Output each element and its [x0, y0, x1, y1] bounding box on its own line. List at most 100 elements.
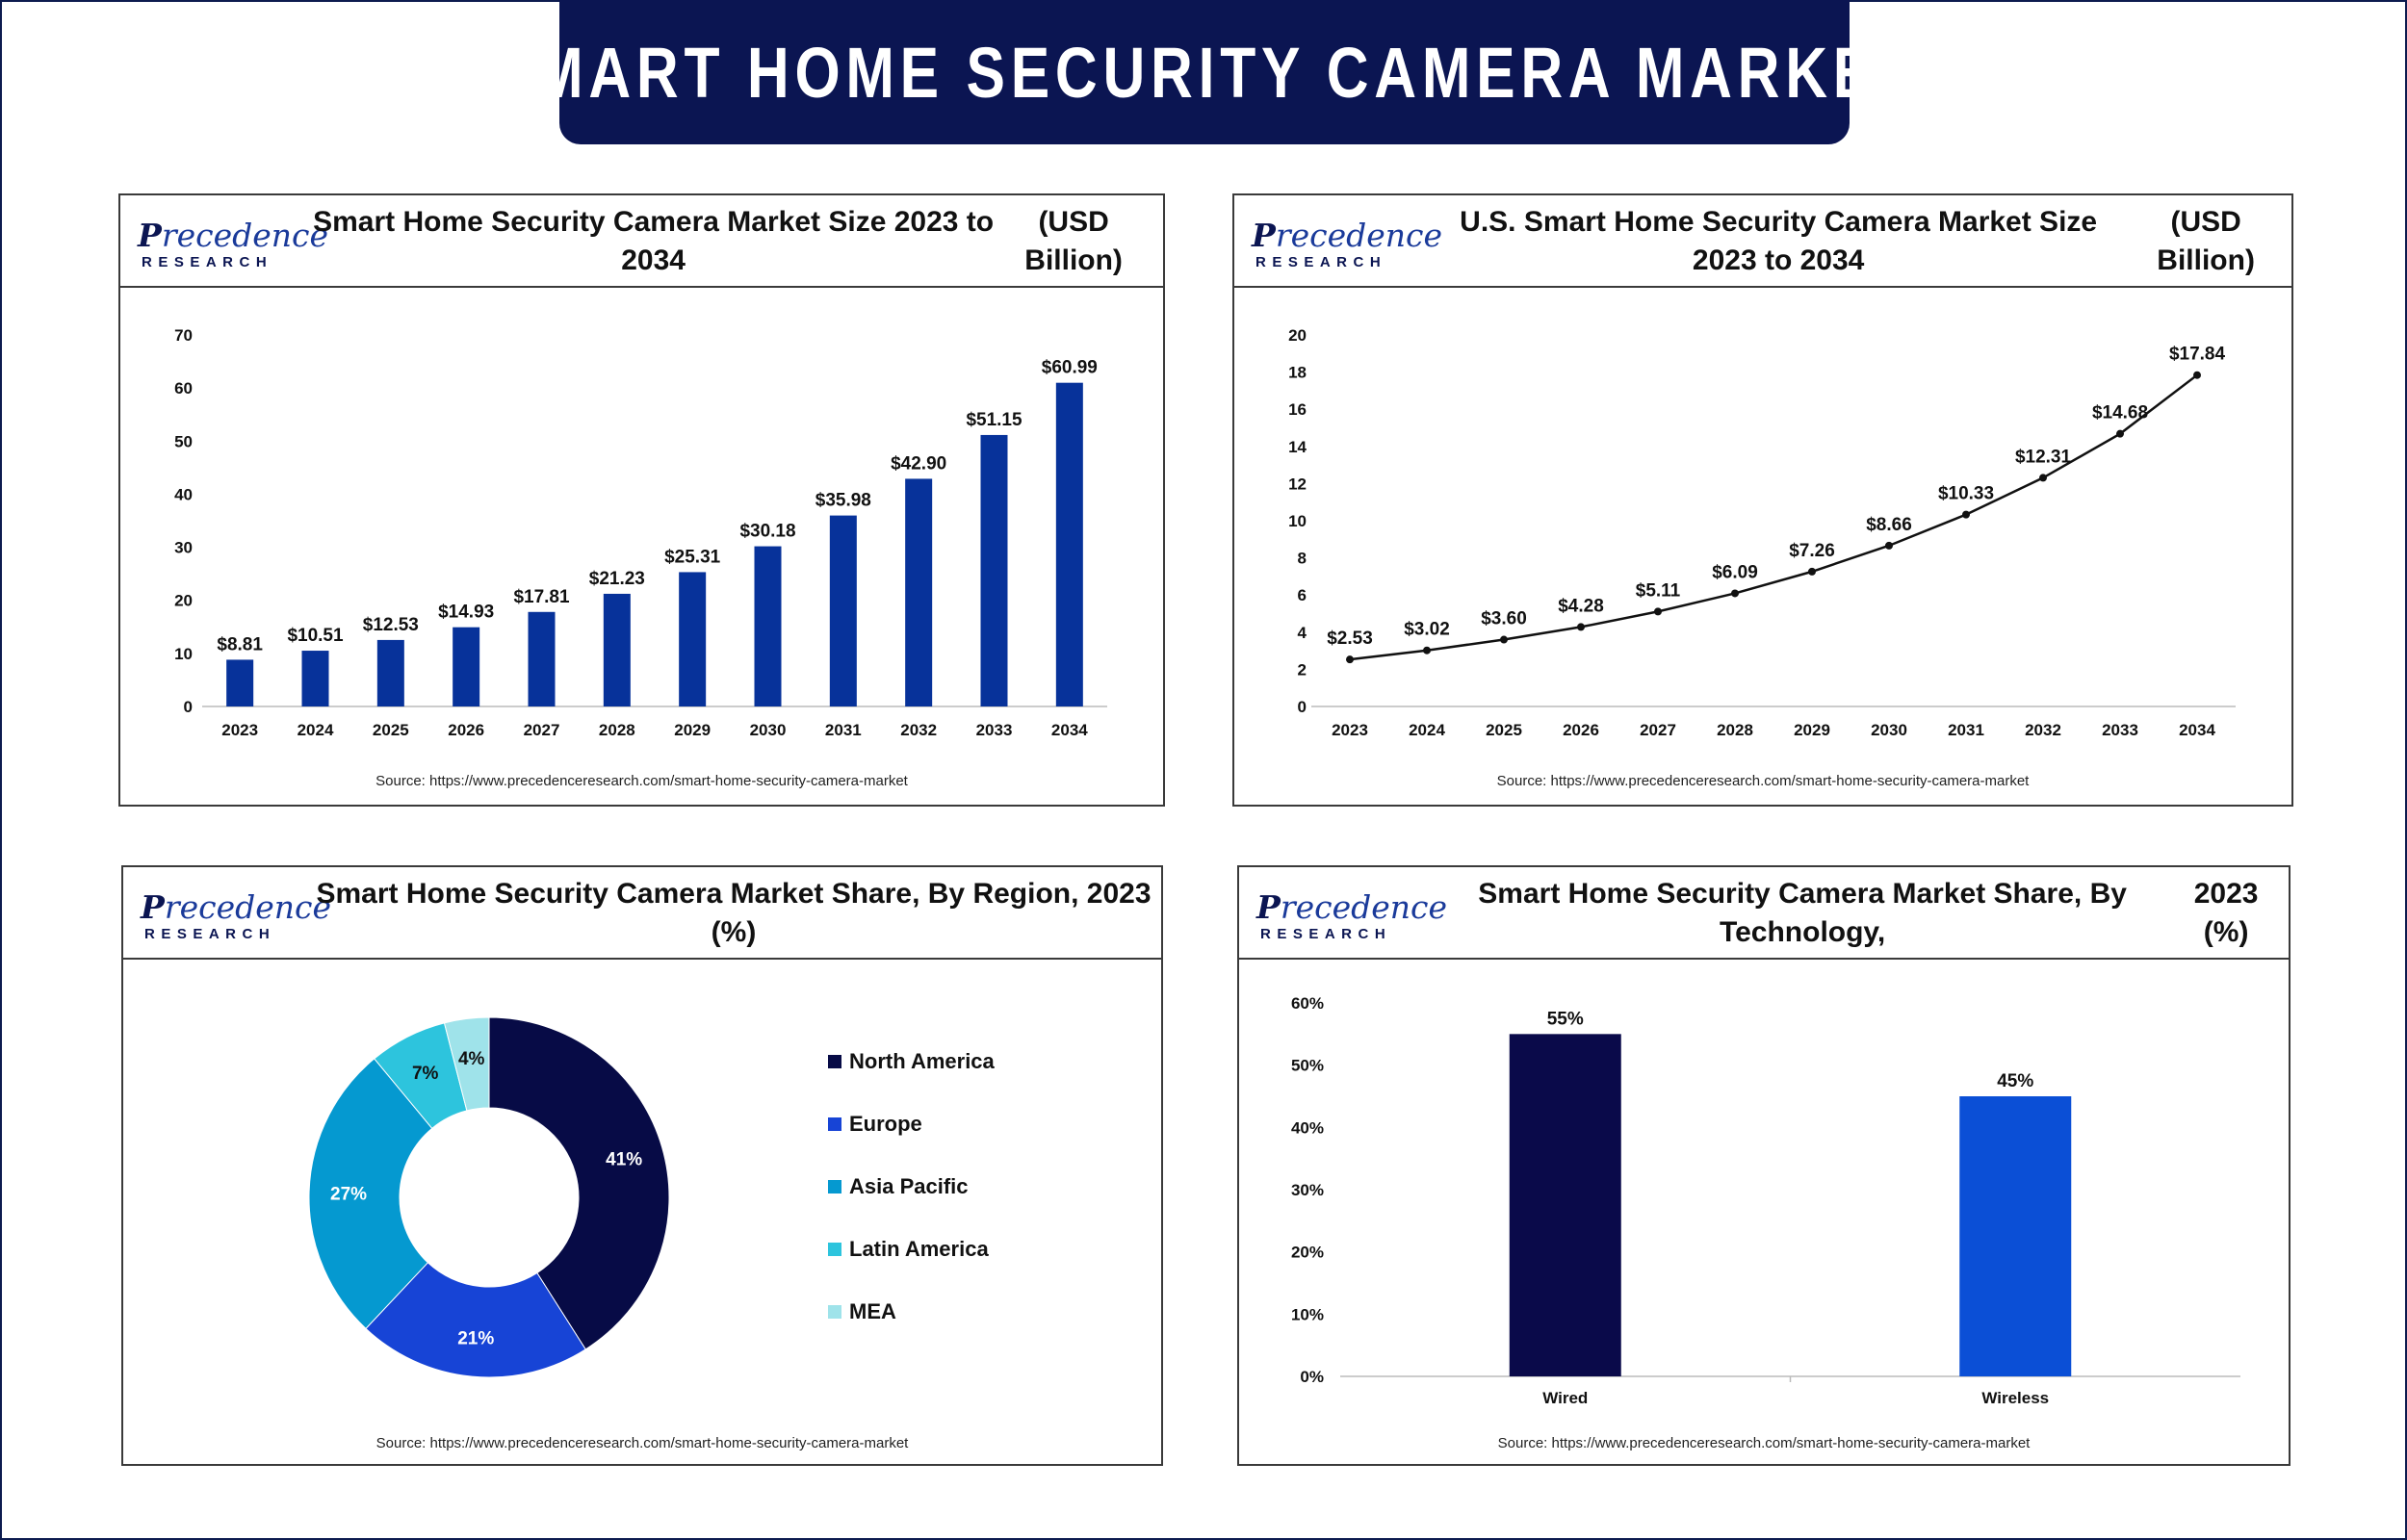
- y-tick-label: 12: [1288, 475, 1307, 493]
- data-point: [1423, 646, 1431, 654]
- bar: [453, 627, 480, 706]
- x-tick-label: 2032: [900, 721, 937, 739]
- data-point: [1731, 589, 1739, 598]
- x-tick-label: 2034: [1051, 721, 1088, 739]
- x-tick-label: 2033: [2102, 721, 2138, 739]
- x-tick-label: 2027: [524, 721, 560, 739]
- bar: [829, 515, 857, 706]
- legend-swatch: [828, 1243, 841, 1256]
- chart-title: U.S. Smart Home Security Camera Market S…: [1460, 206, 2255, 276]
- precedence-logo: Precedence RESEARCH: [141, 888, 332, 942]
- main-title: SMART HOME SECURITY CAMERA MARKET: [490, 32, 1919, 113]
- precedence-logo: Precedence RESEARCH: [138, 217, 329, 270]
- x-tick-label: 2027: [1640, 721, 1676, 739]
- data-label: $10.33: [1938, 484, 1994, 504]
- data-label: $21.23: [589, 569, 645, 589]
- y-tick-label: 16: [1288, 400, 1307, 419]
- data-label: $5.11: [1636, 580, 1681, 601]
- data-point: [1500, 635, 1508, 644]
- x-tick-label: 2024: [298, 721, 334, 739]
- bar: [679, 572, 707, 706]
- panel-us-market-size: Precedence RESEARCH U.S. Smart Home Secu…: [1232, 193, 2293, 807]
- x-tick-label: 2026: [448, 721, 484, 739]
- market-size-bar-chart: 010203040506070$8.812023$10.512024$12.53…: [174, 326, 1107, 739]
- bar: [1055, 382, 1083, 706]
- y-tick-label: 50%: [1291, 1057, 1324, 1075]
- source-note: Source: https://www.precedenceresearch.c…: [1497, 1435, 2031, 1451]
- x-tick-label: 2030: [1871, 721, 1907, 739]
- y-tick-label: 50: [174, 432, 193, 450]
- donut-slice: [308, 1058, 433, 1330]
- region-donut-chart: 41% 21% 27% 7% 4%: [308, 1016, 670, 1378]
- donut-slice: [443, 1016, 490, 1112]
- y-tick-label: 18: [1288, 364, 1307, 382]
- y-tick-label: 40%: [1291, 1118, 1324, 1137]
- x-tick-label: 2033: [976, 721, 1013, 739]
- x-tick-label: 2025: [373, 721, 409, 739]
- y-tick-label: 8: [1298, 550, 1307, 568]
- data-label: $8.66: [1866, 515, 1912, 535]
- x-tick-label: 2030: [750, 721, 787, 739]
- data-label: $35.98: [815, 491, 871, 511]
- bar: [528, 611, 556, 706]
- legend-swatch: [828, 1117, 841, 1131]
- data-point: [1346, 655, 1354, 664]
- data-point: [2116, 429, 2124, 438]
- bar: [376, 639, 404, 706]
- data-label: $25.31: [664, 547, 721, 567]
- panel-header: Precedence RESEARCH Smart Home Security …: [120, 195, 1163, 288]
- bar: [603, 593, 631, 706]
- data-label: $14.93: [438, 603, 494, 623]
- y-tick-label: 70: [174, 326, 193, 345]
- data-point: [1962, 510, 1970, 519]
- y-tick-label: 60%: [1291, 994, 1324, 1013]
- x-tick-label: 2031: [825, 721, 862, 739]
- data-label: $8.81: [217, 634, 263, 654]
- donut-slice: [488, 1016, 670, 1350]
- y-tick-label: 20: [1288, 326, 1307, 345]
- data-point: [1577, 623, 1585, 631]
- data-label: $17.84: [2169, 345, 2226, 365]
- data-label: $17.81: [513, 587, 570, 607]
- data-label: $30.18: [739, 522, 795, 542]
- panel-technology-share: Precedence RESEARCH Smart Home Security …: [1237, 865, 2291, 1466]
- data-label: $6.09: [1712, 562, 1758, 582]
- x-tick-label: 2034: [2179, 721, 2215, 739]
- x-tick-label: 2029: [674, 721, 711, 739]
- x-tick-label: Wireless: [1981, 1389, 2049, 1407]
- precedence-logo: Precedence RESEARCH: [1256, 888, 1448, 942]
- data-label: $12.53: [363, 615, 419, 635]
- data-label: $3.02: [1404, 620, 1450, 640]
- data-label: 45%: [1997, 1071, 2033, 1091]
- legend-item-latin-america: Latin America: [828, 1237, 989, 1262]
- y-tick-label: 0: [184, 698, 193, 716]
- bar: [1509, 1034, 1621, 1376]
- y-tick-label: 40: [174, 485, 193, 503]
- y-tick-label: 30: [174, 539, 193, 557]
- data-label: $7.26: [1789, 541, 1835, 561]
- x-tick-label: 2028: [1717, 721, 1753, 739]
- panel-region-share: Precedence RESEARCH Smart Home Security …: [121, 865, 1163, 1466]
- source-note: Source: https://www.precedenceresearch.c…: [375, 773, 908, 789]
- x-tick-label: 2029: [1794, 721, 1830, 739]
- bar: [226, 659, 254, 706]
- panel-header: Precedence RESEARCH Smart Home Security …: [1239, 867, 2289, 960]
- bar: [301, 651, 329, 706]
- data-label: $12.31: [2015, 447, 2072, 467]
- data-point: [2039, 474, 2047, 482]
- source-note: Source: https://www.precedenceresearch.c…: [375, 1435, 909, 1451]
- donut-slice: [365, 1262, 586, 1378]
- chart-title: Smart Home Security Camera Market Share,…: [1478, 878, 2259, 948]
- data-point: [1885, 541, 1893, 550]
- slice-label: 7%: [412, 1064, 439, 1084]
- slice-label: 21%: [457, 1328, 494, 1348]
- slice-label: 41%: [606, 1149, 642, 1169]
- y-tick-label: 4: [1298, 624, 1307, 642]
- x-tick-label: 2024: [1409, 721, 1445, 739]
- technology-bar-chart: 0% 10% 20% 30% 40% 50% 60% 55% Wired 45% Wireless: [1291, 994, 2240, 1407]
- y-tick-label: 20%: [1291, 1244, 1324, 1262]
- data-label: $60.99: [1042, 358, 1098, 378]
- bar: [980, 434, 1008, 706]
- data-label: 55%: [1547, 1009, 1584, 1029]
- y-tick-label: 2: [1298, 660, 1307, 679]
